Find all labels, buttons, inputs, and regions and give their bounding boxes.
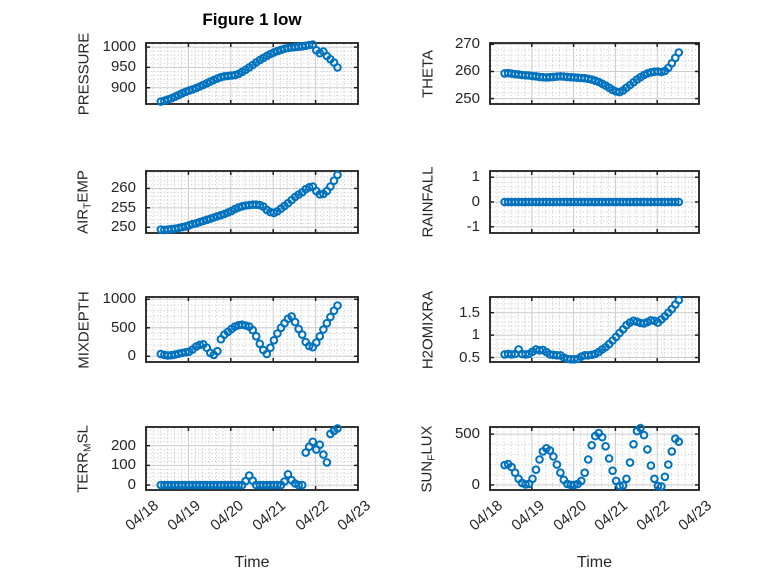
plot-area-sun_flux xyxy=(489,423,700,491)
plot-area-air_temp xyxy=(145,170,359,235)
y-axis-label-pressure: PRESSURE xyxy=(75,32,93,115)
x-tick-label: 04/21 xyxy=(249,497,290,535)
y-tick-label: 500 xyxy=(454,425,480,443)
plot-area-theta xyxy=(489,42,700,105)
x-tick-label: 04/18 xyxy=(466,497,506,535)
x-tick-label: 04/22 xyxy=(291,497,332,535)
y-tick-label: -1 xyxy=(466,217,480,235)
y-tick-label: 260 xyxy=(110,179,136,197)
data-markers-terr_msl xyxy=(156,424,342,490)
x-axis-label-right: Time xyxy=(577,554,612,571)
x-tick-label: 04/21 xyxy=(591,497,632,535)
plot-area-mixdepth xyxy=(145,296,359,363)
y-axis-label-rainfall: RAINFALL xyxy=(419,166,437,238)
y-tick-label: 1000 xyxy=(102,290,136,308)
y-axis-label-h2omixra: H2OMIXRA xyxy=(419,290,437,369)
x-axis-label-left: Time xyxy=(234,554,270,571)
x-tick-label: 04/22 xyxy=(633,497,674,535)
data-markers-theta xyxy=(500,48,684,97)
y-tick-label: 250 xyxy=(454,89,480,107)
y-tick-label: 260 xyxy=(454,62,480,80)
y-tick-label: 950 xyxy=(110,58,136,76)
plot-area-pressure xyxy=(145,40,359,106)
plot-area-h2omixra xyxy=(489,295,700,364)
y-tick-label: 0 xyxy=(127,347,136,365)
y-tick-label: 0 xyxy=(471,193,480,210)
data-markers-pressure xyxy=(156,40,342,106)
plot-area-terr_msl xyxy=(145,424,359,491)
y-tick-label: 1.5 xyxy=(459,303,480,321)
data-markers-mixdepth xyxy=(156,301,342,360)
y-tick-label: 100 xyxy=(110,456,136,474)
y-axis-label-terr_msl: TERRMSL xyxy=(74,424,94,493)
y-axis-label-theta: THETA xyxy=(419,49,437,98)
y-tick-label: 1000 xyxy=(102,38,136,56)
y-axis-label-sun_flux: SUNFLUX xyxy=(418,424,438,493)
x-tick-label: 04/23 xyxy=(334,497,374,535)
data-markers-air_temp xyxy=(156,170,342,235)
y-tick-label: 500 xyxy=(110,318,136,336)
y-tick-label: 250 xyxy=(110,218,136,236)
x-tick-label: 04/18 xyxy=(122,497,162,535)
y-tick-label: 0 xyxy=(127,476,136,494)
y-tick-label: 255 xyxy=(110,198,136,216)
x-tick-label: 04/23 xyxy=(675,497,715,535)
data-markers-rainfall xyxy=(500,197,684,207)
y-axis-label-mixdepth: MIXDEPTH xyxy=(75,290,93,369)
y-tick-label: 1 xyxy=(471,168,480,186)
x-tick-label: 04/20 xyxy=(207,497,247,535)
y-tick-label: 0 xyxy=(471,475,480,493)
y-tick-label: 900 xyxy=(110,78,136,96)
x-tick-label: 04/20 xyxy=(549,497,590,535)
x-tick-label: 04/19 xyxy=(164,497,205,535)
y-tick-label: 1 xyxy=(471,326,480,344)
figure-title: Figure 1 low xyxy=(202,10,302,29)
plot-area-rainfall xyxy=(489,170,700,234)
y-axis-label-air_temp: AIRTEMP xyxy=(74,170,94,234)
data-markers-sun_flux xyxy=(500,423,684,491)
y-tick-label: 200 xyxy=(110,436,136,454)
y-tick-label: 0.5 xyxy=(459,348,480,366)
y-tick-label: 270 xyxy=(454,35,480,53)
x-tick-label: 04/19 xyxy=(508,497,548,535)
data-markers-h2omixra xyxy=(500,295,684,364)
